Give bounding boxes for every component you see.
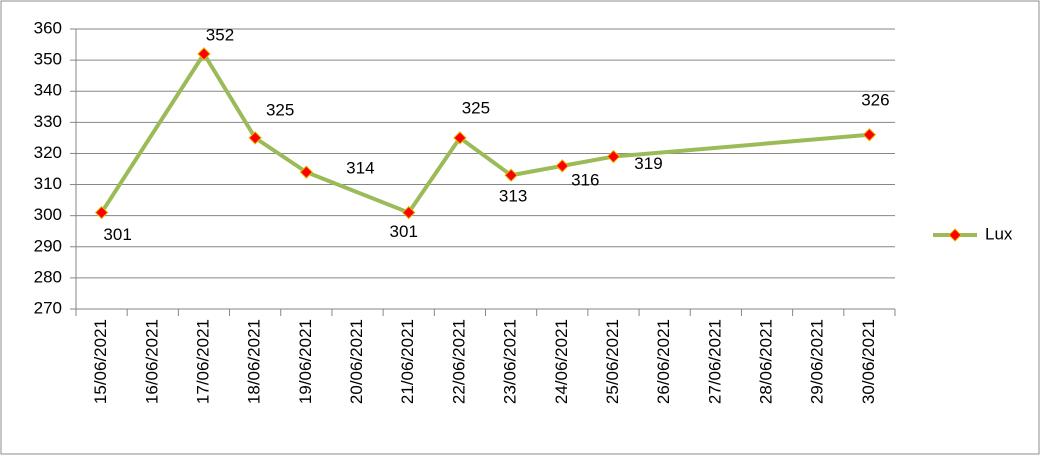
- marker: [555, 159, 569, 173]
- marker: [504, 168, 518, 182]
- x-tick-label: 28/06/2021: [757, 319, 776, 404]
- data-label: 301: [103, 225, 131, 244]
- data-label: 316: [571, 170, 599, 189]
- data-label: 313: [499, 187, 527, 206]
- line-segment: [560, 154, 616, 168]
- legend-marker: [948, 228, 962, 242]
- x-tick-label: 29/06/2021: [808, 319, 827, 404]
- data-label: 314: [346, 159, 374, 178]
- x-tick-label: 20/06/2021: [347, 319, 366, 404]
- x-tick-label: 17/06/2021: [193, 319, 212, 404]
- legend-label: Lux: [985, 224, 1013, 243]
- line-segment: [253, 135, 309, 175]
- data-label: 325: [266, 100, 294, 119]
- line-segment: [457, 135, 514, 178]
- x-tick-label: 23/06/2021: [501, 319, 520, 404]
- x-tick-label: 16/06/2021: [142, 319, 161, 404]
- y-tick-label: 350: [34, 50, 62, 69]
- y-tick-label: 290: [34, 236, 62, 255]
- line-segment: [509, 163, 565, 178]
- line-segment: [406, 135, 462, 215]
- data-label: 352: [206, 25, 234, 44]
- marker: [862, 128, 877, 142]
- x-tick-label: 21/06/2021: [398, 319, 417, 404]
- data-label: 301: [390, 222, 418, 241]
- marker: [453, 131, 467, 145]
- line-segment: [611, 132, 872, 159]
- x-tick-label: 19/06/2021: [296, 319, 315, 404]
- x-tick-label: 26/06/2021: [654, 319, 673, 404]
- data-label: 325: [462, 98, 490, 117]
- y-tick-label: 320: [34, 143, 62, 162]
- line-segment: [99, 51, 206, 215]
- x-tick-label: 30/06/2021: [859, 319, 878, 404]
- data-label: 319: [634, 154, 662, 173]
- y-tick-label: 300: [34, 205, 62, 224]
- y-tick-label: 330: [34, 112, 62, 131]
- y-tick-label: 340: [34, 81, 62, 100]
- marker: [402, 205, 416, 220]
- x-tick-label: 27/06/2021: [705, 319, 724, 404]
- line-segment: [201, 51, 258, 140]
- y-tick-label: 280: [34, 267, 62, 286]
- x-tick-label: 22/06/2021: [449, 319, 468, 404]
- marker: [606, 149, 621, 164]
- y-tick-label: 270: [34, 298, 62, 317]
- x-tick-label: 15/06/2021: [91, 319, 110, 404]
- marker: [197, 47, 211, 61]
- marker: [299, 165, 314, 179]
- y-tick-label: 360: [34, 18, 62, 37]
- data-label: 326: [861, 90, 889, 109]
- y-tick-label: 310: [34, 174, 62, 193]
- marker: [94, 205, 109, 220]
- line-segment: [304, 170, 411, 215]
- x-tick-label: 25/06/2021: [603, 319, 622, 404]
- x-tick-label: 18/06/2021: [245, 319, 264, 404]
- x-tick-label: 24/06/2021: [552, 319, 571, 404]
- marker: [248, 131, 262, 145]
